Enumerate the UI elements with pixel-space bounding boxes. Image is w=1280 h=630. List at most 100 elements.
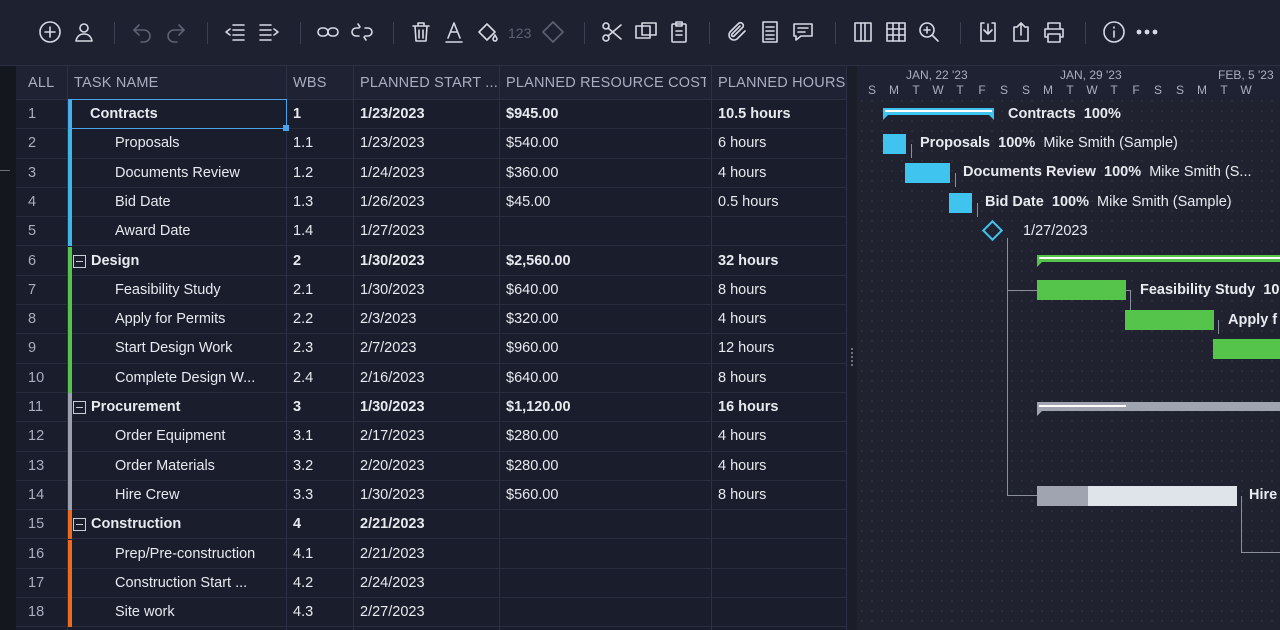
column-planned-resource-cost[interactable]: PLANNED RESOURCE COST [506,75,706,91]
planned-cost-cell[interactable]: $280.00 [506,457,559,474]
column-planned-hours[interactable]: PLANNED HOURS [718,75,846,91]
row-number[interactable]: 6 [28,252,37,269]
milestone-icon[interactable] [540,19,566,45]
row-number[interactable]: 10 [28,369,45,386]
row-number[interactable]: 8 [28,311,37,328]
row-number[interactable]: 9 [28,340,37,357]
collapse-icon[interactable] [73,254,86,268]
planned-cost-cell[interactable]: $960.00 [506,340,559,357]
planned-start-cell[interactable]: 1/30/2023 [360,281,425,298]
table-row[interactable]: 6 Design 2 1/30/2023 $2,560.00 32 hours [16,246,847,276]
table-row[interactable]: 17 Construction Start ... 4.2 2/24/2023 [16,568,847,599]
planned-start-cell[interactable]: 1/26/2023 [360,193,425,210]
wbs-cell[interactable]: 2 [293,252,302,269]
task-name-cell[interactable]: Award Date [115,223,191,240]
redo-icon[interactable] [163,19,189,45]
planned-cost-cell[interactable]: $360.00 [506,164,559,181]
table-row[interactable]: 7 Feasibility Study 2.1 1/30/2023 $640.00 8 h… [16,275,847,306]
row-number[interactable]: 12 [28,428,45,445]
planned-cost-cell[interactable] [506,569,709,598]
planned-hours-cell[interactable]: 12 hours [718,340,775,357]
planned-cost-cell[interactable] [506,540,709,569]
planned-cost-cell[interactable]: $560.00 [506,486,559,503]
task-name-cell[interactable]: Apply for Permits [115,311,226,328]
start-design-work-bar[interactable] [1213,339,1280,359]
outdent-icon[interactable] [222,19,248,45]
row-number[interactable]: 17 [28,574,45,591]
planned-cost-cell[interactable] [506,217,709,246]
planned-cost-cell[interactable]: $640.00 [506,369,559,386]
planned-cost-cell[interactable]: $2,560.00 [506,252,571,269]
feasibility-study-bar[interactable] [1037,280,1126,300]
row-number[interactable]: 16 [28,545,45,562]
planned-start-cell[interactable]: 2/24/2023 [360,574,425,591]
task-name-cell[interactable]: Contracts [90,106,158,122]
add-icon[interactable] [37,19,63,45]
table-row[interactable]: 18 Site work 4.3 2/27/2023 [16,598,847,628]
notes-icon[interactable] [757,19,783,45]
task-name-cell[interactable]: Procurement [91,399,181,415]
comment-icon[interactable] [790,19,816,45]
zoom-icon[interactable] [916,19,942,45]
fill-color-icon[interactable] [474,19,500,45]
number-format-button[interactable]: 123 [508,25,532,41]
paste-icon[interactable] [666,19,692,45]
planned-cost-cell[interactable]: $45.00 [506,193,551,210]
column-all[interactable]: ALL [28,75,55,91]
wbs-cell[interactable]: 4.3 [293,604,314,621]
table-row[interactable]: 10 Complete Design W... 2.4 2/16/2023 $640.0… [16,363,847,393]
table-icon[interactable] [883,19,909,45]
planned-start-cell[interactable]: 1/30/2023 [360,486,425,503]
planned-hours-cell[interactable]: 4 hours [718,164,767,181]
planned-hours-cell[interactable] [718,217,844,246]
planned-hours-cell[interactable]: 16 hours [718,399,779,415]
table-row[interactable]: 14 Hire Crew 3.3 1/30/2023 $560.00 8 hours [16,480,847,511]
attach-icon[interactable] [724,19,750,45]
row-number[interactable]: 7 [28,281,37,298]
planned-hours-cell[interactable]: 4 hours [718,428,767,445]
planned-cost-cell[interactable]: $640.00 [506,281,559,298]
table-row[interactable]: 15 Construction 4 2/21/2023 [16,510,847,540]
task-name-cell[interactable]: Documents Review [115,164,240,181]
selected-cell[interactable] [68,99,287,129]
wbs-cell[interactable]: 3.2 [293,457,314,474]
task-name-cell[interactable]: Complete Design W... [115,369,256,386]
wbs-cell[interactable]: 1.1 [293,135,314,152]
planned-cost-cell[interactable] [506,598,709,627]
collapse-icon[interactable] [73,518,86,532]
link-icon[interactable] [315,19,341,45]
planned-start-cell[interactable]: 2/21/2023 [360,516,425,533]
planned-start-cell[interactable]: 1/30/2023 [360,399,425,415]
planned-hours-cell[interactable]: 10.5 hours [718,106,791,122]
planned-hours-cell[interactable]: 0.5 hours [718,193,779,210]
planned-start-cell[interactable]: 1/24/2023 [360,164,425,181]
task-name-cell[interactable]: Prep/Pre-construction [115,545,256,562]
wbs-cell[interactable]: 4 [293,516,302,533]
planned-hours-cell[interactable] [718,510,844,539]
task-name-cell[interactable]: Site work [115,604,175,621]
apply-for-permits-bar[interactable] [1125,310,1214,330]
row-number[interactable]: 14 [28,486,45,503]
user-icon[interactable] [71,19,97,45]
planned-start-cell[interactable]: 1/23/2023 [360,106,425,122]
fill-handle[interactable] [283,125,289,131]
planned-hours-cell[interactable]: 4 hours [718,457,767,474]
planned-cost-cell[interactable]: $320.00 [506,311,559,328]
planned-hours-cell[interactable] [718,540,844,569]
planned-hours-cell[interactable]: 8 hours [718,486,767,503]
table-row[interactable]: 12 Order Equipment 3.1 2/17/2023 $280.00 4 ho… [16,422,847,452]
wbs-cell[interactable]: 3 [293,399,302,415]
table-row[interactable]: 3 Documents Review 1.2 1/24/2023 $360.00 4 ho… [16,158,847,188]
more-icon[interactable] [1134,19,1160,45]
planned-cost-cell[interactable] [506,510,709,539]
planned-start-cell[interactable]: 2/7/2023 [360,340,417,357]
table-row[interactable]: 5 Award Date 1.4 1/27/2023 [16,217,847,247]
collapse-icon[interactable] [73,401,86,414]
wbs-cell[interactable]: 2.2 [293,311,314,328]
planned-hours-cell[interactable]: 4 hours [718,311,767,328]
row-number[interactable]: 13 [28,457,45,474]
planned-hours-cell[interactable] [718,598,844,627]
planned-hours-cell[interactable]: 8 hours [718,281,767,298]
planned-start-cell[interactable]: 2/20/2023 [360,457,425,474]
planned-hours-cell[interactable] [718,569,844,598]
